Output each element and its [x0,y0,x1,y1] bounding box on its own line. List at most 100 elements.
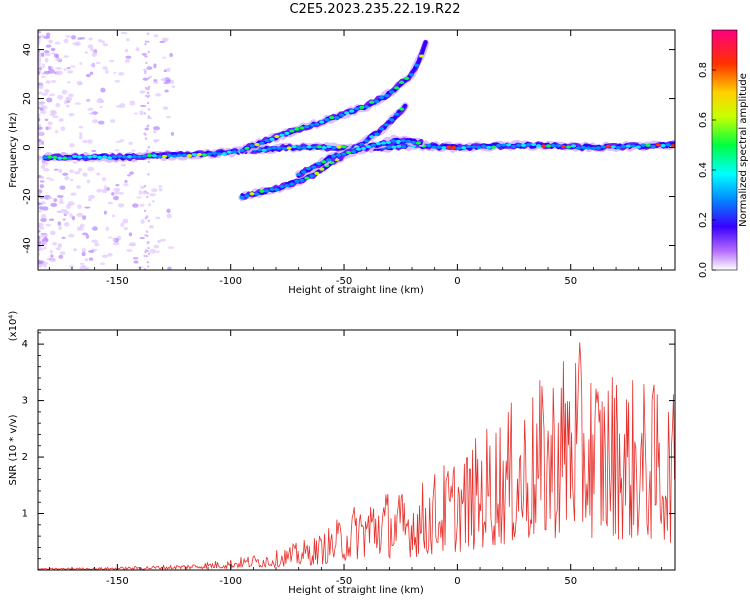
spectrogram-track-core [374,132,380,136]
spectrogram-noise-speckle [147,252,151,256]
spectrogram-noise-speckle [145,254,149,258]
spectrogram-noise-speckle [158,187,163,192]
spectrogram-noise-speckle [127,174,131,177]
spectrogram-noise-speckle [61,89,68,95]
spectrogram-noise-speckle [166,79,171,83]
spectrogram-noise-speckle [38,123,42,128]
spectrogram-track-core [57,156,63,160]
spectrogram-noise-speckle [52,241,58,246]
spectrogram-noise-speckle [60,126,66,131]
spectrogram-noise-speckle [144,133,147,136]
spectrogram-noise-speckle [50,254,54,258]
spectrogram-noise-speckle [112,242,120,246]
spectrogram-track-core [635,145,641,149]
spectrogram-track-core [418,54,425,58]
spectrogram-track-core [206,152,212,156]
spectrogram-track-core [655,143,661,147]
spectrogram-track-core [426,143,432,148]
spectrogram-tracks [41,39,675,202]
spectrogram-noise-speckle [69,213,73,218]
spectrogram-noise-speckle [79,62,83,66]
spectrogram-track-core [389,90,395,94]
colorbar-tick-label: 0.8 [698,62,709,78]
spectrogram-noise-speckle [41,63,45,69]
spectrogram-track-core [161,154,168,158]
spectrogram-track-core [344,111,350,115]
spectrogram-noise-speckle [141,53,147,56]
spectrogram-track-core [311,145,317,150]
spectrogram-noise-speckle [118,192,124,195]
spectrogram-noise-speckle [118,72,125,76]
spectrogram-track-core [389,118,395,122]
spectrogram-track-core [350,149,357,154]
spectrogram-noise-speckle [90,63,96,68]
spectrogram-track-core [181,153,188,157]
spectrogram-noise-speckle [48,39,53,44]
spectrogram-noise-speckle [115,184,120,187]
spectrogram-noise-speckle [144,40,148,43]
spectrogram-panel: -150 -100 -50 0 50 -40 -20 0 20 40 Height of stra… [8,29,676,296]
chart-title: C2E5.2023.235.22.19.R22 [289,2,461,17]
spectrogram-track-core [481,144,487,148]
spectrogram-track-core [304,176,310,180]
spectrogram-track-core [311,165,317,169]
spectrogram-noise-speckle [147,146,151,149]
spectrogram-track-core [605,144,611,148]
spectrogram-track-core [314,122,320,126]
spectrogram-noise-speckle [142,77,149,81]
spectrogram-noise-speckle [50,47,56,52]
spectrogram-track-core [349,109,355,113]
spectrogram-noise-speckle [59,198,64,203]
spectrogram-noise-speckle [144,190,147,193]
spectrogram-noise-speckle [160,77,167,82]
spectrogram-noise-speckle [38,63,41,69]
spectrogram-track-core [496,143,502,148]
snr-y-tick-label: 4 [22,339,28,350]
spectrogram-noise-speckle [166,67,171,72]
spectrogram-noise-speckle [132,257,139,260]
spectrogram-noise-speckle [54,57,62,62]
spectrogram-y-tick-label: 20 [22,92,33,105]
spectrogram-noise-speckle [84,51,88,55]
colorbar-tick-label: 0.2 [698,212,709,228]
spectrogram-noise-speckle [38,139,42,142]
spectrogram-noise-speckle [58,225,62,231]
spectrogram-noise-speckle [155,216,161,220]
spectrogram-noise-speckle [144,42,147,46]
colorbar-gradient [712,30,737,270]
spectrogram-noise-speckle [43,50,50,54]
spectrogram-track-core [339,113,345,117]
spectrogram-track-core [394,86,400,90]
spectrogram-track-core [261,148,267,152]
spectrogram-noise-speckle [147,124,150,127]
spectrogram-track-core [501,143,507,147]
spectrogram-track-core [171,154,178,158]
spectrogram-noise-speckle [58,118,64,123]
spectrogram-noise-speckle [114,79,120,83]
spectrogram-noise-speckle [45,80,51,84]
spectrogram-track-core [446,145,452,149]
spectrogram-noise-speckle [131,203,139,208]
spectrogram-track-core [360,146,367,151]
spectrogram-noise-speckle [133,260,139,264]
spectrogram-noise-speckle [49,249,53,254]
spectrogram-noise-speckle [46,97,53,103]
spectrogram-noise-speckle [69,169,74,174]
spectrogram-track-core [396,144,402,148]
spectrogram-track-core [294,179,300,183]
spectrogram-track-core [309,174,315,178]
spectrogram-track-core [281,146,287,151]
spectrogram-noise-speckle [79,132,83,135]
spectrogram-noise-speckle [40,217,47,223]
spectrogram-track-core [431,145,437,149]
spectrogram-noise-speckle [97,97,103,102]
spectrogram-track-core [186,154,193,158]
spectrogram-track-core [525,143,532,147]
spectrogram-track-core [52,155,58,159]
spectrogram-noise-speckle [91,51,97,57]
spectrogram-track-core [156,155,163,159]
spectrogram-track-core [370,143,377,147]
spectrogram-noise-speckle [38,70,41,76]
spectrogram-track-core [306,166,312,171]
spectrogram-noise-speckle [63,222,70,227]
